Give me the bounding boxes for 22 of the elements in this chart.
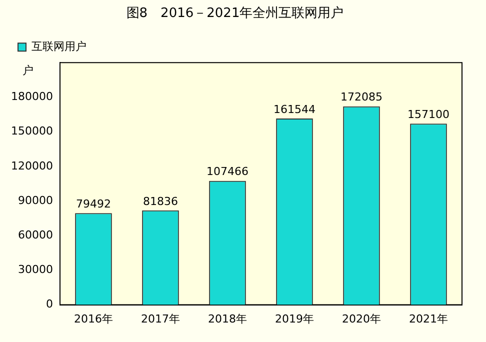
y-tick-label: 0: [46, 298, 53, 311]
x-tick-label: 2017年: [140, 312, 180, 326]
data-label: 107466: [206, 165, 248, 178]
y-tick-label: 30000: [18, 263, 53, 276]
data-label: 172085: [340, 90, 382, 104]
chart-title: 图8 2016－2021年全州互联网用户: [126, 6, 344, 22]
y-tick-label: 150000: [10, 124, 53, 138]
data-label: 161544: [273, 102, 316, 116]
x-tick-label: 2018年: [208, 312, 247, 326]
x-tick-label: 2019年: [274, 312, 314, 326]
x-tick-label: 2016年: [74, 312, 113, 326]
data-label: 157100: [408, 108, 450, 121]
y-axis-title: 户: [22, 64, 34, 77]
x-tick-label: 2020年: [342, 312, 381, 326]
legend-label: 互联网用户: [32, 40, 86, 53]
x-tick-label: 2021年: [409, 312, 448, 326]
data-label: 79492: [76, 197, 111, 210]
y-tick-label: 60000: [18, 228, 53, 242]
y-tick-label: 180000: [10, 90, 53, 104]
data-label: 81836: [142, 194, 178, 208]
y-tick-label: 90000: [18, 194, 53, 207]
y-tick-label: 120000: [10, 159, 53, 172]
